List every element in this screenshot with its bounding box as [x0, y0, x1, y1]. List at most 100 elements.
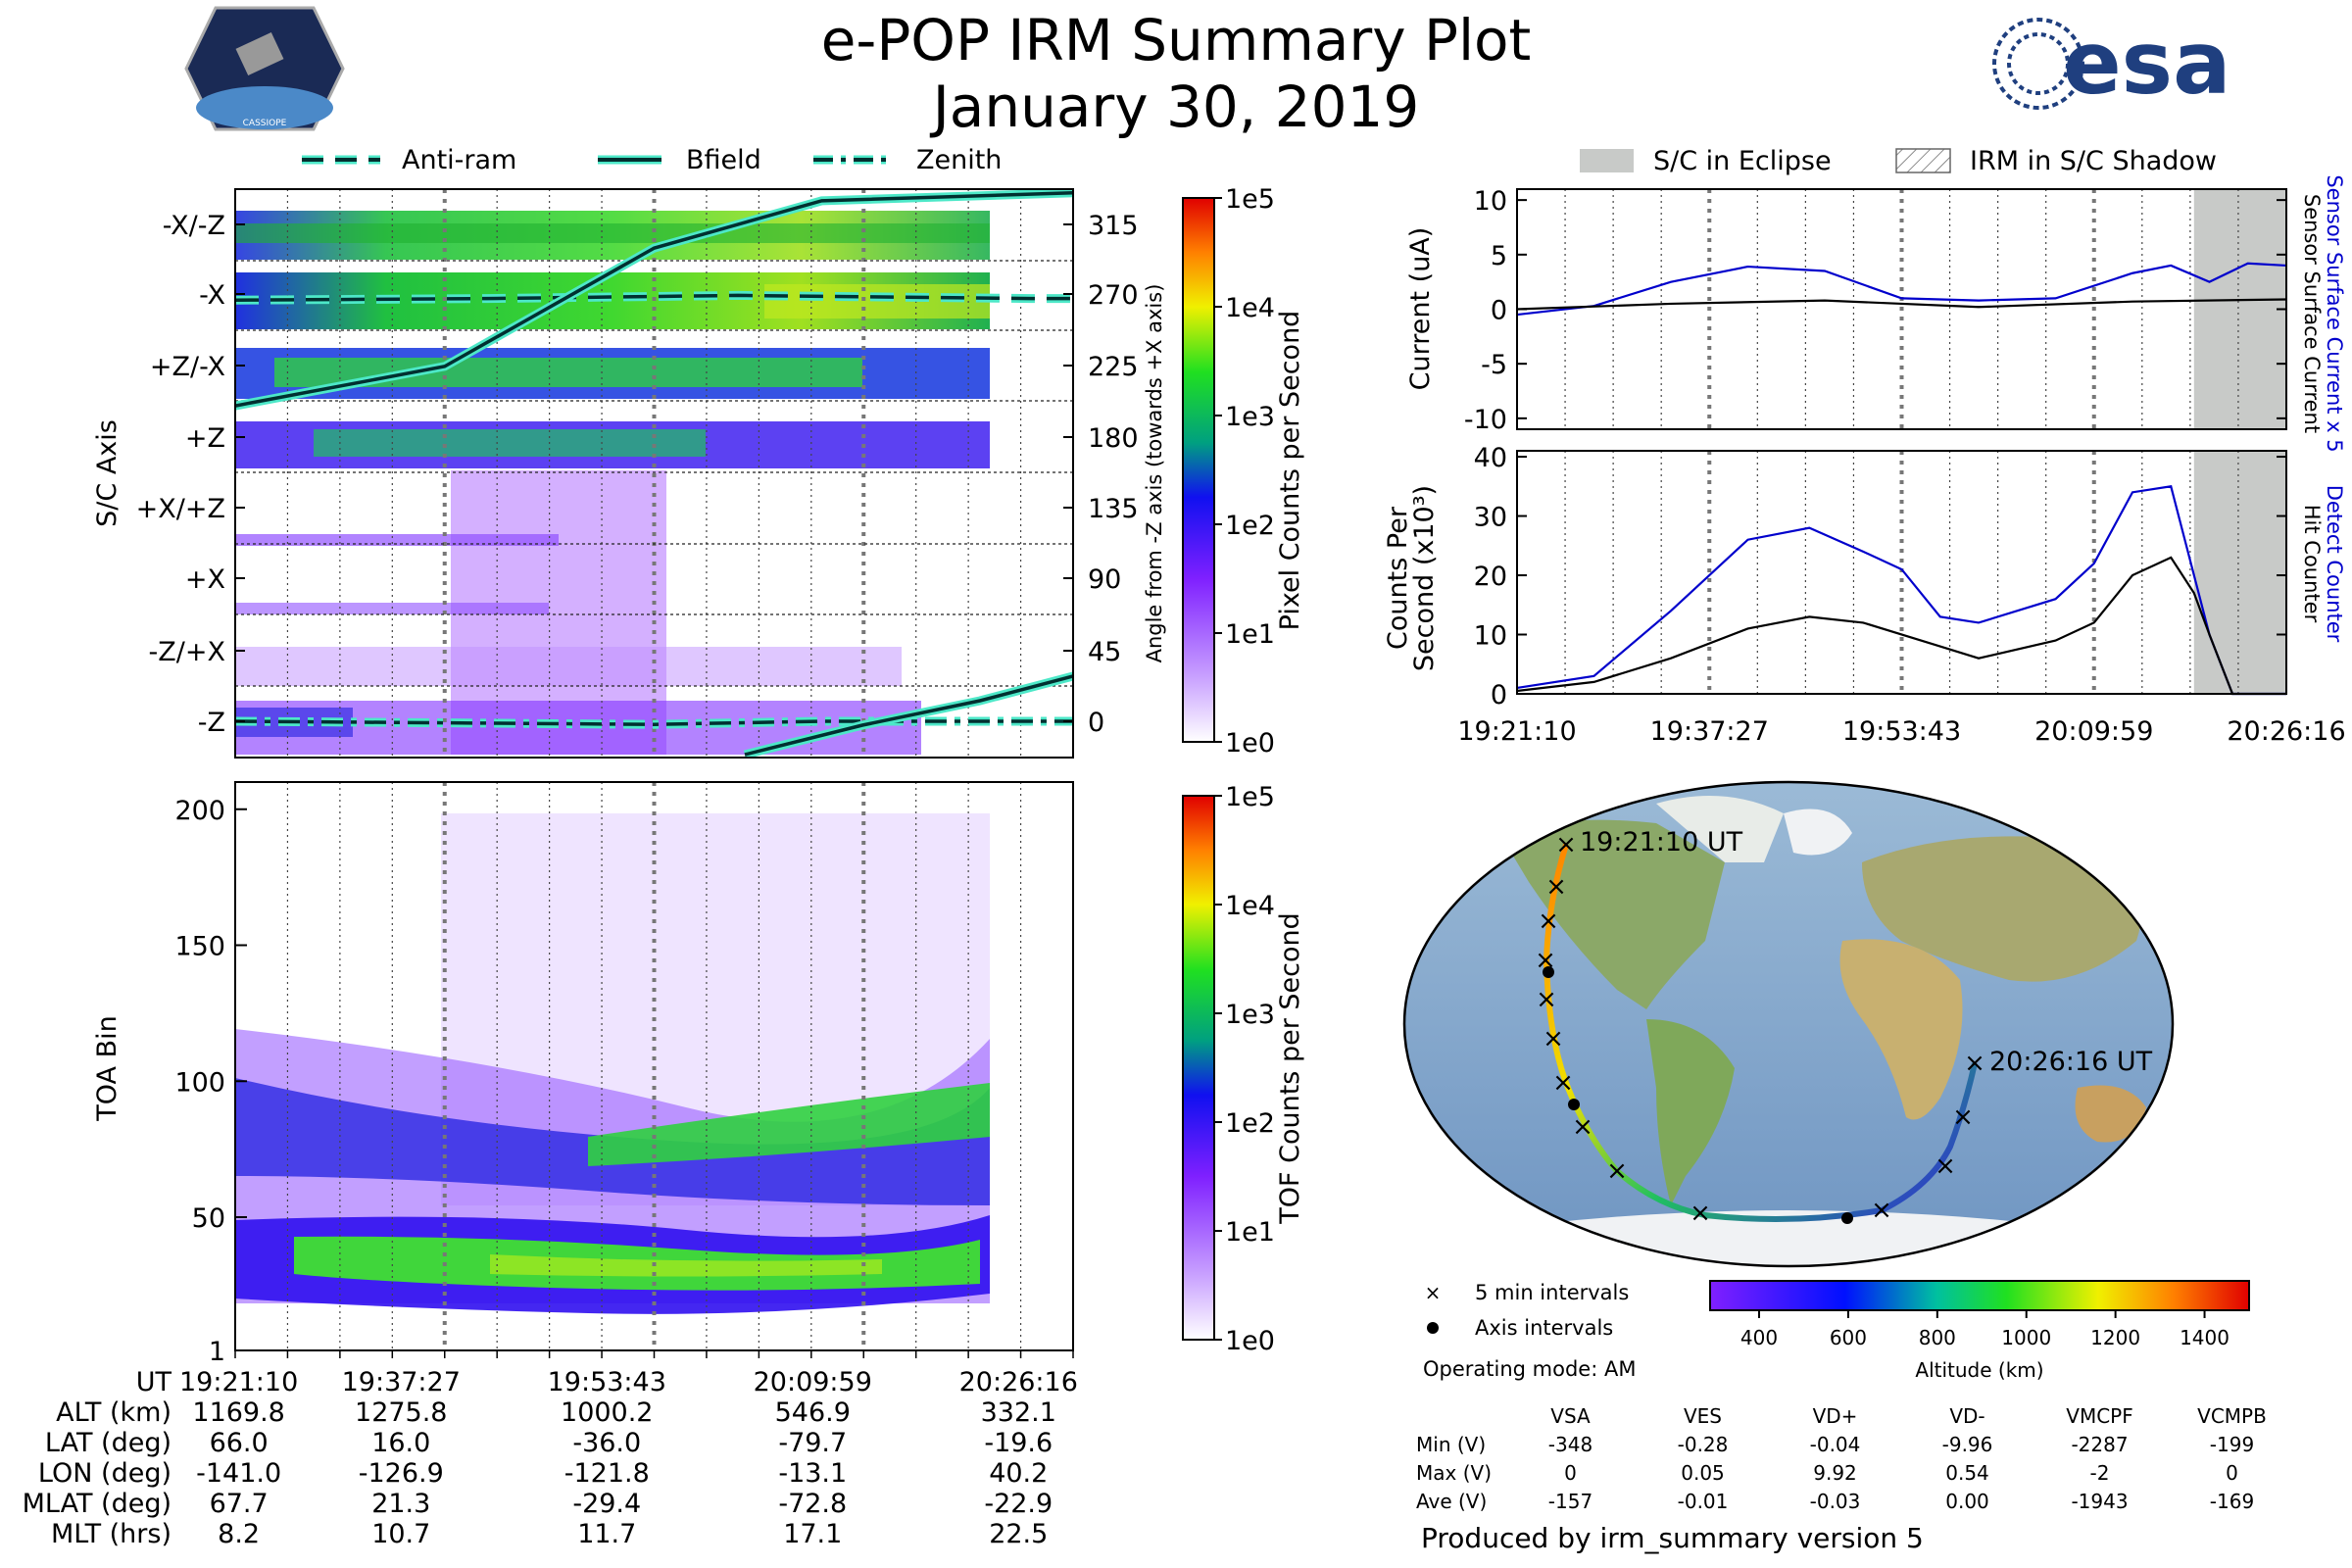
legend-bfield: Bfield: [686, 145, 761, 175]
dot-marker-icon: [1427, 1322, 1439, 1334]
counts-series: [1516, 485, 2286, 696]
tof-colorbar-tick: 1e1: [1225, 1217, 1275, 1248]
voltage-value: -1943: [2071, 1489, 2129, 1513]
orbit-x-marker: ×: [1871, 1196, 1892, 1225]
ut-row-value: -36.0: [572, 1428, 642, 1458]
voltage-value: 0.54: [1945, 1460, 1989, 1485]
current-right-label: Sensor Surface Current: [2300, 194, 2324, 433]
voltage-value: 0: [2226, 1460, 2238, 1485]
right-legend: S/C in Eclipse IRM in S/C Shadow: [1580, 146, 2217, 176]
voltage-value: -2: [2089, 1460, 2110, 1485]
ut-row-label: LAT (deg): [44, 1428, 172, 1458]
altitude-tick: 1000: [2001, 1326, 2051, 1349]
sc-axis-vgrid: [286, 189, 1022, 758]
ut-row-value: -29.4: [572, 1489, 642, 1519]
voltage-row-label: Max (V): [1416, 1460, 1492, 1485]
pixel-colorbar: 1e5 1e4 1e3 1e2 1e1 1e0 Pixel Counts per Seco…: [1182, 184, 1305, 759]
orbit-map: ×××××××××× ×××× 19:21:10 UT 20:26:16 UT: [1402, 780, 2175, 1268]
tof-colorbar-tick: 1e0: [1225, 1326, 1275, 1356]
angle-tick-label: 270: [1088, 280, 1139, 311]
voltage-value: -9.96: [1941, 1432, 1993, 1456]
toa-heatmap: [235, 813, 990, 1314]
produced-by: Produced by irm_summary version 5: [1421, 1522, 1924, 1554]
voltage-value: -2287: [2071, 1432, 2129, 1456]
ut-row-value: -126.9: [358, 1458, 444, 1489]
counts-x-tick: 19:21:10: [1457, 716, 1576, 747]
top-legend: Anti-ram Bfield Zenith: [302, 145, 1002, 175]
altitude-tick: 400: [1740, 1326, 1778, 1349]
ut-row-value: 40.2: [989, 1458, 1049, 1489]
panel-tick-label: 10: [1474, 186, 1507, 217]
altitude-tick: 1400: [2180, 1326, 2230, 1349]
orbit-x-marker: ×: [1552, 1068, 1574, 1098]
pixel-colorbar-tick: 1e5: [1225, 184, 1275, 215]
cassiope-logo-text: CASSIOPE: [243, 119, 287, 128]
ut-row-value: 19:37:27: [341, 1367, 461, 1397]
sc-axis-overlay-lines: [235, 189, 1073, 758]
counts-panel: 0 10 20 30 40 19:21:10 19:37:27 19:53:43 20:09:…: [1383, 443, 2346, 747]
ut-row-value: 66.0: [209, 1428, 269, 1458]
toa-tick-label: 100: [174, 1067, 225, 1098]
current-series: [1516, 262, 2287, 317]
toa-xticks: [234, 1350, 1074, 1358]
ut-table: UT 19:21:10 19:37:27 19:53:43 20:09:59 20:26:…: [0, 1367, 1121, 1549]
ut-row-value: 67.7: [209, 1489, 269, 1519]
esa-logo-text: esa: [2063, 13, 2230, 114]
counts-ylabel-line1: Counts Per: [1383, 506, 1413, 650]
orbit-x-marker: ×: [1545, 872, 1567, 902]
angle-tick-label: 180: [1088, 423, 1139, 454]
ut-row-value: -79.7: [778, 1428, 848, 1458]
series-line: [1516, 556, 2286, 696]
angle-tick-label: 0: [1088, 708, 1104, 738]
legend-shadow: IRM in S/C Shadow: [1970, 146, 2217, 176]
orbit-interval-marks: ×××××××××× ××××: [1535, 830, 1985, 1228]
pixel-colorbar-tick: 1e0: [1225, 728, 1275, 759]
orbit-x-marker: ×: [1606, 1156, 1628, 1186]
sc-axis-angle-ticks: 315 270 225 180 135 90 45 0: [1063, 211, 1139, 738]
current-right-label-x5: Sensor Surface Current x 5: [2323, 174, 2346, 452]
orbit-axis-dot: [1568, 1099, 1580, 1110]
voltage-header: VSA: [1550, 1403, 1591, 1428]
ut-row-value: -141.0: [196, 1458, 282, 1489]
sc-axis-tick-label: +X/+Z: [136, 494, 225, 524]
ut-row-value: 20:26:16: [958, 1367, 1078, 1397]
ut-row-label: MLT (hrs): [50, 1519, 172, 1549]
voltage-value: -0.01: [1677, 1489, 1729, 1513]
orbit-x-marker: ×: [1543, 1024, 1564, 1054]
angle-tick-label: 225: [1088, 352, 1139, 382]
voltage-value: 9.92: [1813, 1460, 1857, 1485]
angle-tick-label: 90: [1088, 564, 1121, 595]
counts-x-tick: 20:09:59: [2034, 716, 2153, 747]
orbit-x-marker: ×: [1555, 830, 1577, 859]
ut-row-label: MLAT (deg): [22, 1489, 172, 1519]
counts-x-tick: 20:26:16: [2227, 716, 2345, 747]
orbit-start-label: 19:21:10 UT: [1580, 827, 1743, 858]
ut-table-row: LON (deg) -141.0 -126.9 -121.8 -13.1 40.2: [0, 1458, 1121, 1489]
legend-eclipse: S/C in Eclipse: [1653, 146, 1832, 176]
ut-row-value: 17.1: [783, 1519, 843, 1549]
voltage-row: Min (V) -348 -0.28 -0.04 -9.96 -2287 -199: [1416, 1430, 2298, 1458]
ut-row-value: -13.1: [778, 1458, 848, 1489]
counts-right-label-detect: Detect Counter: [2323, 485, 2346, 643]
ut-row-value: 11.7: [577, 1519, 637, 1549]
orbit-x-marker: ×: [1690, 1199, 1711, 1228]
counts-x-tick: 19:53:43: [1842, 716, 1961, 747]
counts-x-tick: 19:37:27: [1650, 716, 1769, 747]
tof-colorbar-tick: 1e5: [1225, 782, 1275, 812]
panel-tick-label: -10: [1464, 405, 1507, 435]
tof-colorbar: 1e5 1e4 1e3 1e2 1e1 1e0 TOF Counts per Second: [1182, 782, 1305, 1356]
orbit-x-marker: ×: [1964, 1049, 1985, 1078]
panel-tick-label: 30: [1474, 503, 1507, 533]
current-panel: 10 5 0 -5 -10 Current (uA) Sensor Surface Cu…: [1405, 174, 2346, 452]
ut-row-value: 1275.8: [355, 1397, 448, 1428]
voltage-row: Ave (V) -157 -0.01 -0.03 0.00 -1943 -169: [1416, 1487, 2298, 1515]
ut-row-value: 16.0: [371, 1428, 431, 1458]
panel-tick-label: 5: [1491, 241, 1507, 271]
angle-tick-label: 45: [1088, 637, 1121, 667]
pixel-colorbar-tick: 1e4: [1225, 293, 1275, 323]
pixel-colorbar-tick: 1e3: [1225, 402, 1275, 432]
pixel-colorbar-tick: 1e2: [1225, 511, 1275, 541]
sc-axis-tick-label: -X: [199, 280, 225, 311]
